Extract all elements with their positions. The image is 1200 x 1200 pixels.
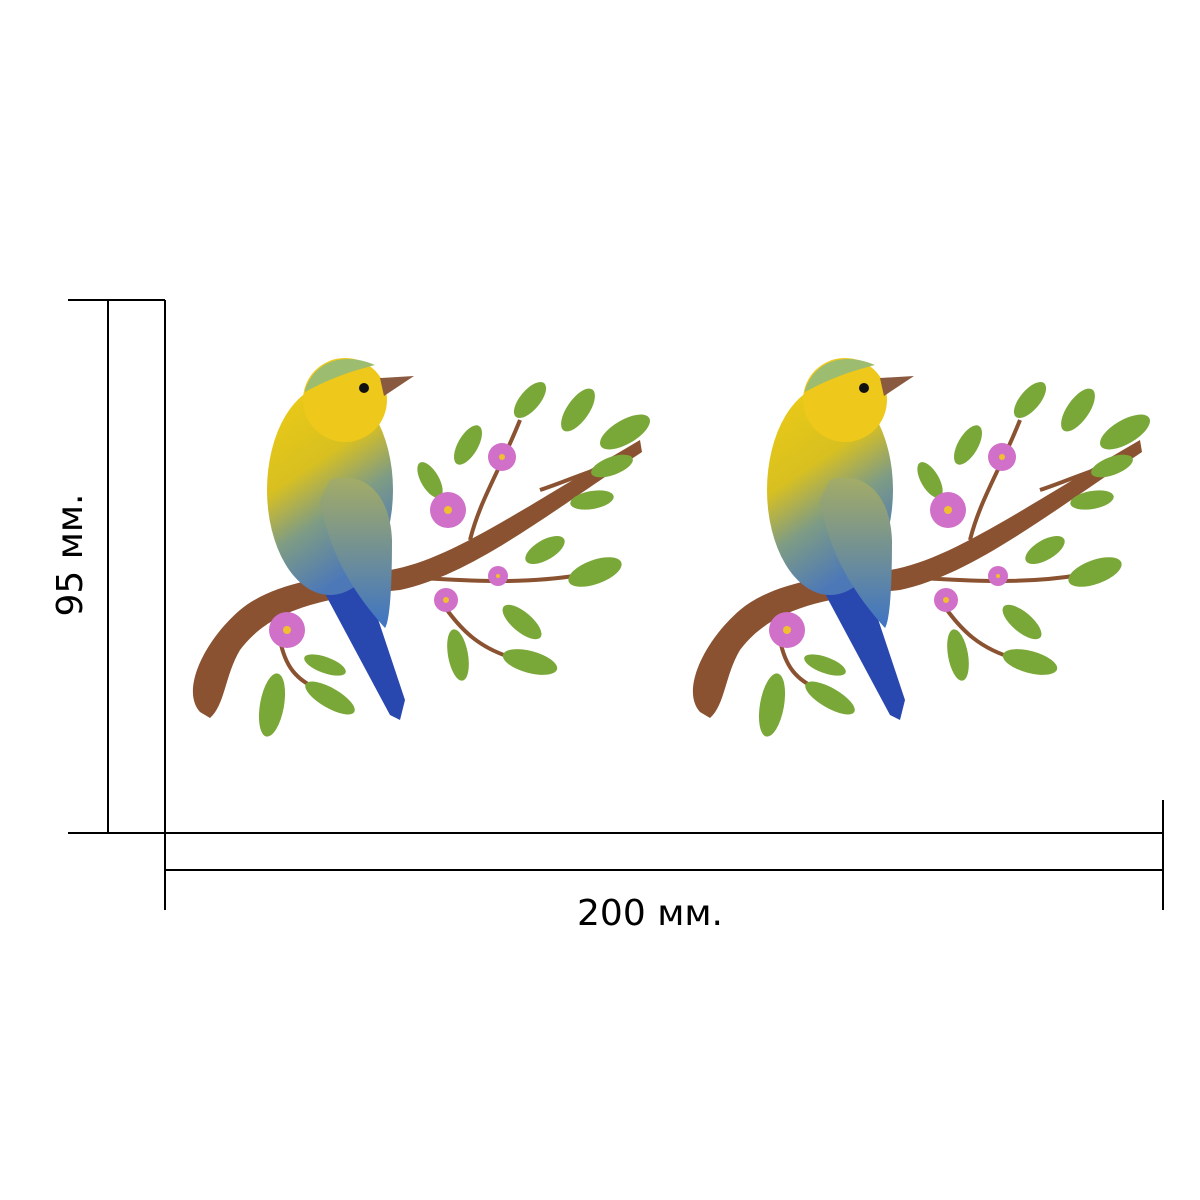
- bird-left: [190, 356, 658, 741]
- height-label: 95 мм.: [50, 493, 91, 616]
- bird-right: [690, 356, 1158, 741]
- width-label: 200 мм.: [577, 893, 723, 934]
- height-dimension: 95 мм.: [50, 299, 166, 834]
- width-dimension: 200 мм.: [164, 800, 1164, 934]
